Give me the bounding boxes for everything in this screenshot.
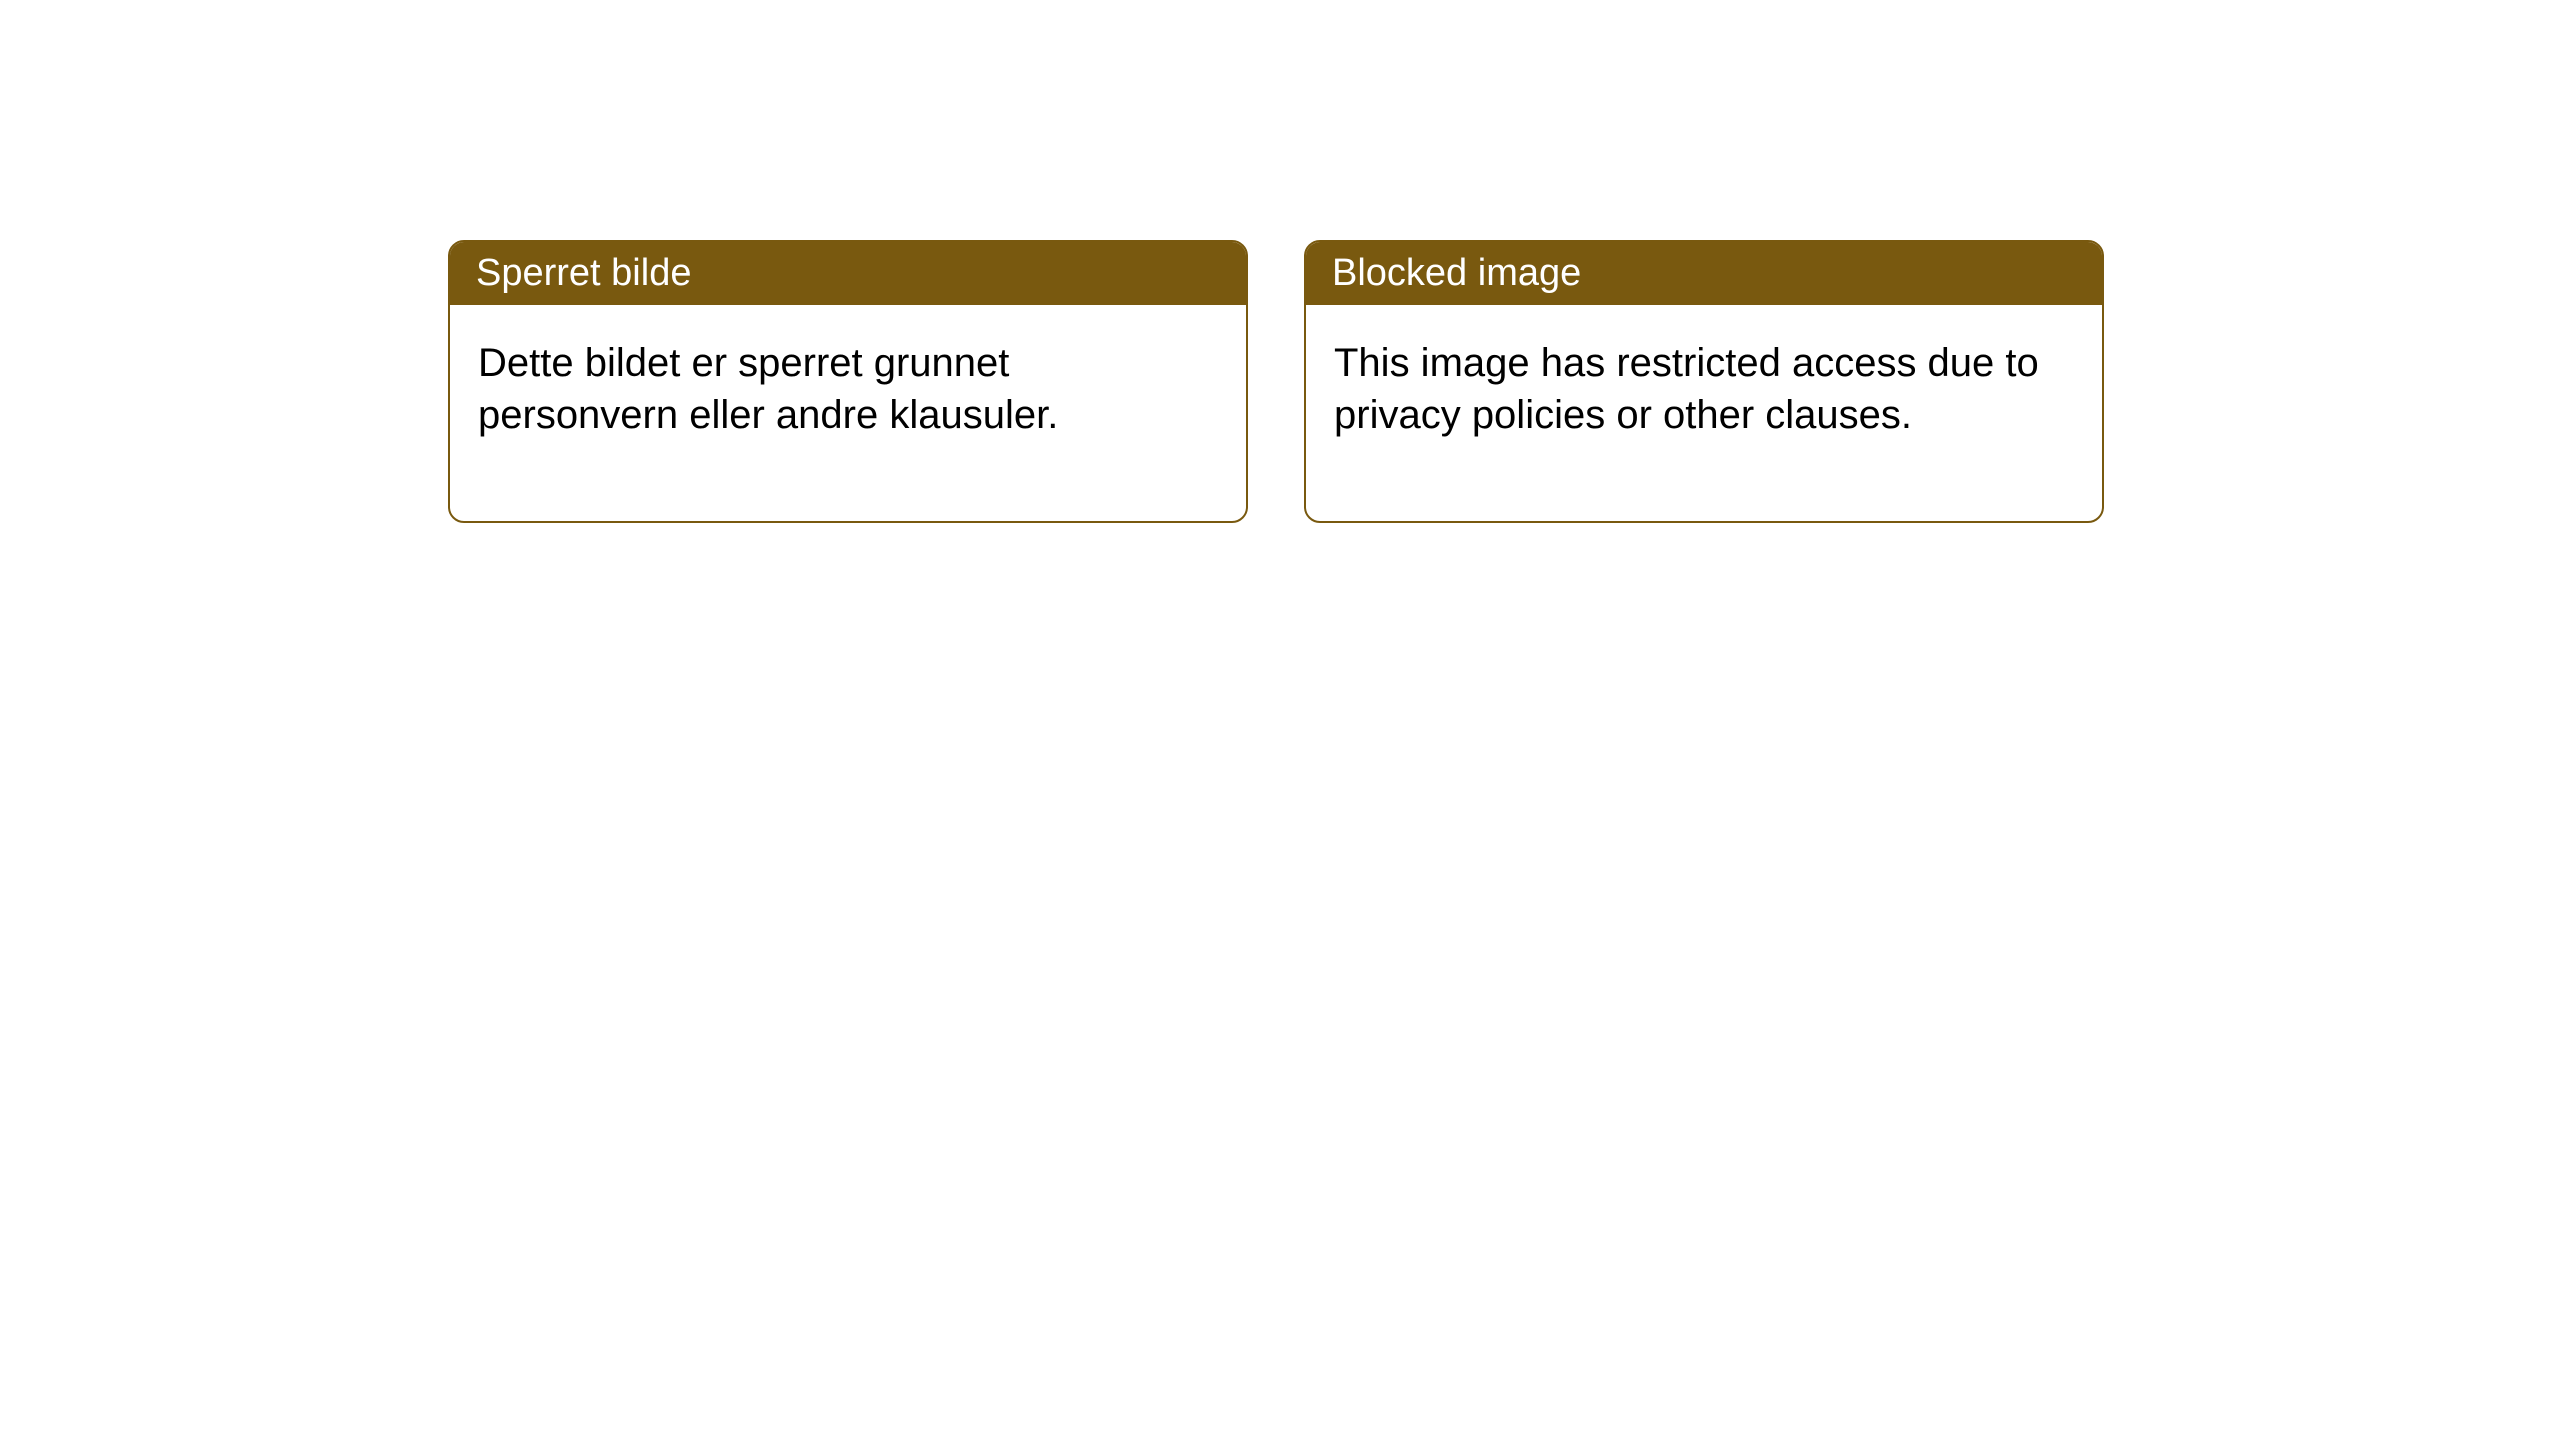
notice-body: Dette bildet er sperret grunnet personve… (450, 305, 1246, 521)
notice-header: Blocked image (1306, 242, 2102, 305)
notice-header: Sperret bilde (450, 242, 1246, 305)
notice-card-norwegian: Sperret bilde Dette bildet er sperret gr… (448, 240, 1248, 523)
notice-card-english: Blocked image This image has restricted … (1304, 240, 2104, 523)
notice-body: This image has restricted access due to … (1306, 305, 2102, 521)
notice-cards-container: Sperret bilde Dette bildet er sperret gr… (0, 0, 2560, 523)
